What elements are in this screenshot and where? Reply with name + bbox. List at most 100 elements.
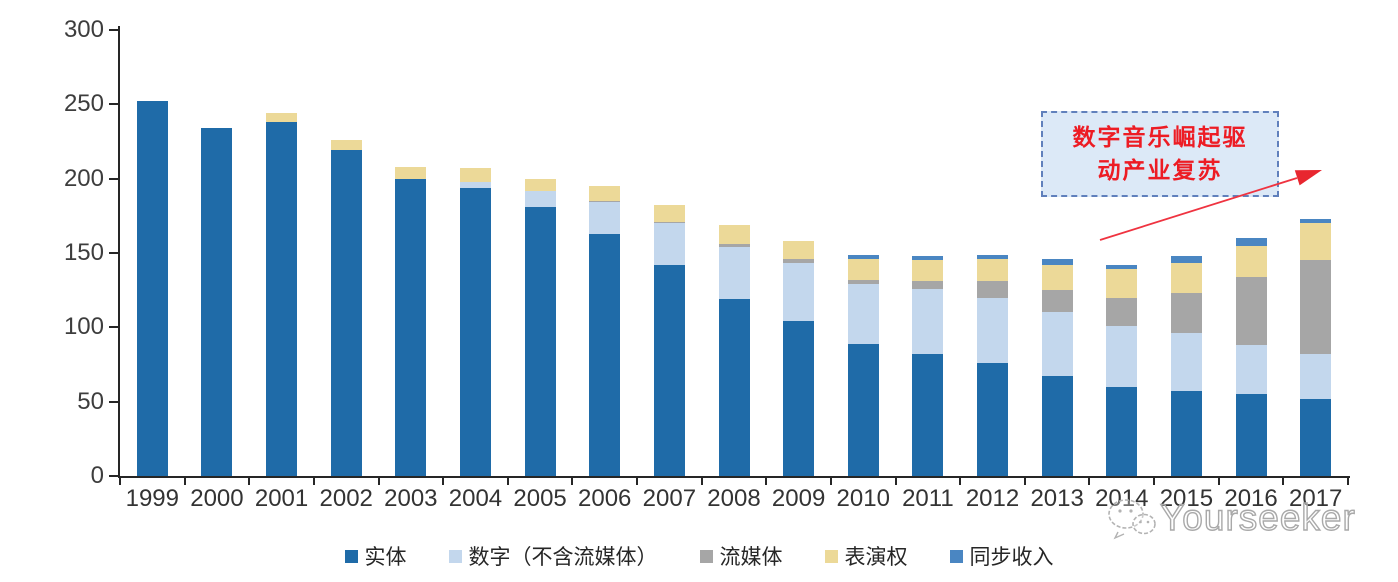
x-category-label: 2014 bbox=[1095, 485, 1149, 512]
legend-item: 数字（不含流媒体） bbox=[448, 541, 658, 571]
legend-label: 数字（不含流媒体） bbox=[468, 545, 658, 569]
bar-segment-2013 bbox=[1041, 312, 1073, 377]
x-category-label: 2004 bbox=[448, 485, 503, 512]
y-tick-label: 200 bbox=[63, 164, 104, 192]
bar-segment-2017 bbox=[1300, 260, 1332, 355]
annotation-line1: 数字音乐崛起驱 bbox=[1072, 124, 1248, 151]
y-tick-label: 100 bbox=[63, 313, 104, 341]
bar-segment-2010 bbox=[847, 284, 879, 344]
bar-segment-2008 bbox=[718, 299, 750, 476]
bar-segment-2007 bbox=[653, 205, 685, 222]
x-category-label: 2003 bbox=[384, 485, 438, 512]
bar-segment-1999 bbox=[136, 101, 168, 476]
y-tick bbox=[109, 103, 118, 106]
x-tick bbox=[183, 478, 186, 485]
bar-2017 bbox=[1300, 218, 1332, 476]
bar-segment-2015 bbox=[1170, 263, 1202, 294]
x-category-label: 2006 bbox=[578, 485, 632, 512]
watermark-text: Yourseeker bbox=[1159, 496, 1356, 538]
bar-segment-2014 bbox=[1106, 386, 1138, 476]
x-tick bbox=[1023, 478, 1026, 485]
bar-segment-2007 bbox=[653, 264, 685, 476]
x-category-label: 2007 bbox=[642, 485, 697, 512]
bar-2009 bbox=[783, 241, 815, 476]
bar-1999 bbox=[136, 101, 168, 476]
x-tick bbox=[1088, 478, 1091, 485]
x-tick bbox=[1153, 478, 1156, 485]
annotation-callout: 数字音乐崛起驱 动产业复苏 bbox=[1041, 111, 1279, 197]
y-tick-label: 0 bbox=[90, 462, 104, 489]
x-tick bbox=[442, 478, 445, 485]
bar-segment-2009 bbox=[783, 321, 815, 476]
legend-label: 表演权 bbox=[844, 545, 908, 569]
bar-2015 bbox=[1170, 256, 1202, 476]
bar-segment-2000 bbox=[201, 128, 233, 476]
wechat-icon bbox=[1108, 499, 1156, 540]
bar-segment-2004 bbox=[459, 168, 491, 182]
bar-segment-2009 bbox=[783, 263, 815, 322]
bar-2016 bbox=[1235, 238, 1267, 476]
y-tick-label: 150 bbox=[63, 239, 104, 266]
bar-segment-2012 bbox=[977, 363, 1009, 476]
bar-segment-2016 bbox=[1235, 345, 1267, 395]
legend-label: 流媒体 bbox=[719, 545, 783, 569]
bar-segment-2015 bbox=[1170, 293, 1202, 334]
bar-2001 bbox=[266, 113, 298, 476]
legend-swatch-icon bbox=[448, 549, 462, 563]
bar-segment-2016 bbox=[1235, 276, 1267, 346]
legend-item: 表演权 bbox=[824, 541, 908, 571]
bar-segment-2004 bbox=[459, 187, 491, 476]
bar-segment-2002 bbox=[330, 140, 362, 151]
legend-swatch-icon bbox=[344, 549, 358, 563]
bar-segment-2015 bbox=[1170, 391, 1202, 476]
legend-swatch-icon bbox=[949, 549, 963, 563]
bar-segment-2011 bbox=[912, 288, 944, 355]
bar-segment-2012 bbox=[977, 297, 1009, 364]
bar-segment-2013 bbox=[1041, 290, 1073, 313]
legend: 实体 数字（不含流媒体） 流媒体 表演权 同步收入 bbox=[0, 541, 1398, 571]
x-tick bbox=[765, 478, 768, 485]
bar-segment-2016 bbox=[1235, 394, 1267, 476]
bar-segment-2003 bbox=[395, 166, 427, 179]
x-tick bbox=[248, 478, 251, 485]
bar-2004 bbox=[459, 168, 491, 476]
bar-segment-2009 bbox=[783, 258, 815, 264]
y-tick-label: 50 bbox=[77, 387, 104, 415]
x-tick bbox=[636, 478, 639, 485]
legend-swatch-icon bbox=[824, 549, 838, 563]
x-tick bbox=[312, 478, 315, 485]
x-category-label: 2005 bbox=[513, 485, 567, 512]
x-category-label: 2017 bbox=[1288, 485, 1343, 512]
x-category-label: 2013 bbox=[1030, 485, 1084, 512]
x-tick bbox=[1282, 478, 1285, 485]
bar-segment-2014 bbox=[1106, 325, 1138, 387]
bar-segment-2012 bbox=[977, 254, 1009, 259]
x-category-label: 2008 bbox=[707, 485, 761, 512]
x-category-label: 2011 bbox=[902, 485, 954, 512]
x-category-label: 1999 bbox=[125, 485, 179, 512]
x-tick bbox=[377, 478, 380, 485]
bar-segment-2008 bbox=[718, 247, 750, 300]
bar-segment-2015 bbox=[1170, 256, 1202, 264]
x-tick bbox=[506, 478, 509, 485]
x-category-label: 2016 bbox=[1224, 485, 1278, 512]
x-category-label: 2002 bbox=[319, 485, 373, 512]
bar-2003 bbox=[395, 166, 427, 476]
bar-segment-2017 bbox=[1300, 218, 1332, 224]
bar-segment-2013 bbox=[1041, 264, 1073, 291]
bar-segment-2010 bbox=[847, 258, 879, 280]
bar-segment-2017 bbox=[1300, 398, 1332, 476]
x-tick bbox=[700, 478, 703, 485]
bar-segment-2007 bbox=[653, 221, 685, 224]
bar-2006 bbox=[589, 186, 621, 476]
bar-2010 bbox=[847, 254, 879, 476]
bar-segment-2009 bbox=[783, 241, 815, 259]
bar-segment-2003 bbox=[395, 178, 427, 476]
x-category-label: 2012 bbox=[965, 485, 1020, 512]
x-category-label: 2015 bbox=[1159, 485, 1214, 512]
bar-2008 bbox=[718, 224, 750, 476]
bar-segment-2012 bbox=[977, 258, 1009, 282]
bar-segment-2011 bbox=[912, 354, 944, 476]
bar-segment-2011 bbox=[912, 256, 944, 261]
